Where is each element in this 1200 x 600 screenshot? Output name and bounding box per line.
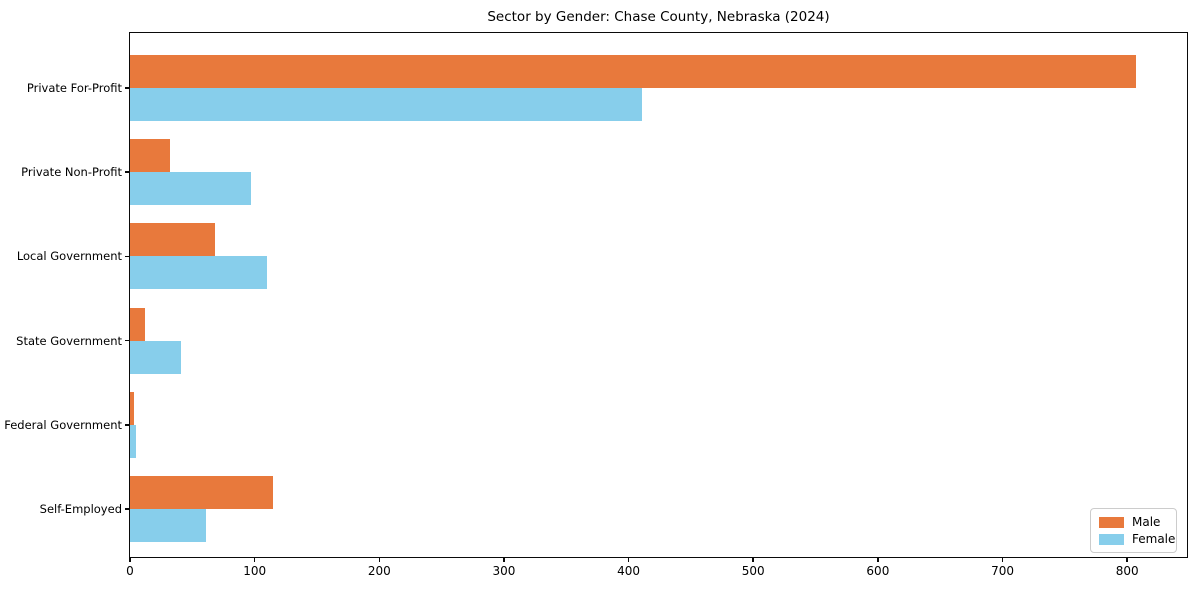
y-tick-mark <box>125 508 130 510</box>
x-tick-label-100: 100 <box>243 564 267 578</box>
legend-swatch-male-icon <box>1099 517 1124 528</box>
bar-male-private-for-profit <box>130 55 1136 88</box>
x-tick-mark <box>378 557 381 562</box>
y-tick-label-private-for-profit: Private For-Profit <box>26 81 122 95</box>
x-tick-mark <box>253 557 256 562</box>
y-tick-mark <box>125 424 130 426</box>
x-tick-label-400: 400 <box>617 564 641 578</box>
y-tick-label-local-government: Local Government <box>16 249 122 264</box>
bar-female-private-non-profit <box>130 172 251 206</box>
x-tick-mark <box>627 557 630 562</box>
y-tick-label-private-non-profit: Private Non-Profit <box>21 165 122 180</box>
y-tick-label-federal-government: Federal Government <box>4 417 122 432</box>
y-tick-label-state-government: State Government <box>16 333 122 348</box>
bar-female-state-government <box>130 340 182 374</box>
bar-male-federal-government <box>130 391 134 425</box>
y-tick-mark <box>125 339 130 342</box>
x-tick-label-500: 500 <box>741 564 765 578</box>
x-tick-mark <box>752 557 754 562</box>
x-tick-mark <box>1126 557 1128 562</box>
x-tick-label-200: 200 <box>367 564 391 578</box>
x-tick-mark <box>503 557 505 562</box>
bar-female-self-employed <box>130 509 207 542</box>
x-tick-mark <box>877 557 879 562</box>
legend: Male Female <box>1090 508 1177 553</box>
bar-male-local-government <box>130 223 215 257</box>
y-tick-mark <box>125 255 130 258</box>
x-tick-label-0: 0 <box>126 564 134 578</box>
y-tick-mark <box>125 171 130 173</box>
bar-female-private-for-profit <box>130 88 643 121</box>
bar-female-federal-government <box>130 424 137 458</box>
legend-label-male: Male <box>1132 515 1161 529</box>
y-tick-label-self-employed: Self-Employed <box>39 502 122 516</box>
bar-female-local-government <box>130 256 268 290</box>
legend-item-male: Male <box>1099 516 1168 529</box>
legend-item-female: Female <box>1099 533 1175 546</box>
x-tick-label-300: 300 <box>492 564 516 578</box>
bar-male-self-employed <box>130 476 274 509</box>
legend-label-female: Female <box>1132 532 1176 546</box>
bar-male-private-non-profit <box>130 139 170 173</box>
y-tick-mark <box>125 87 130 89</box>
x-tick-mark <box>129 557 131 562</box>
chart-title: Sector by Gender: Chase County, Nebraska… <box>487 9 830 25</box>
x-tick-label-800: 800 <box>1115 564 1139 578</box>
x-tick-label-600: 600 <box>866 564 890 578</box>
x-tick-label-700: 700 <box>991 564 1014 578</box>
legend-swatch-female-icon <box>1099 534 1124 545</box>
plot-area <box>129 32 1188 558</box>
x-tick-mark <box>1001 557 1004 562</box>
bar-male-state-government <box>130 307 145 341</box>
